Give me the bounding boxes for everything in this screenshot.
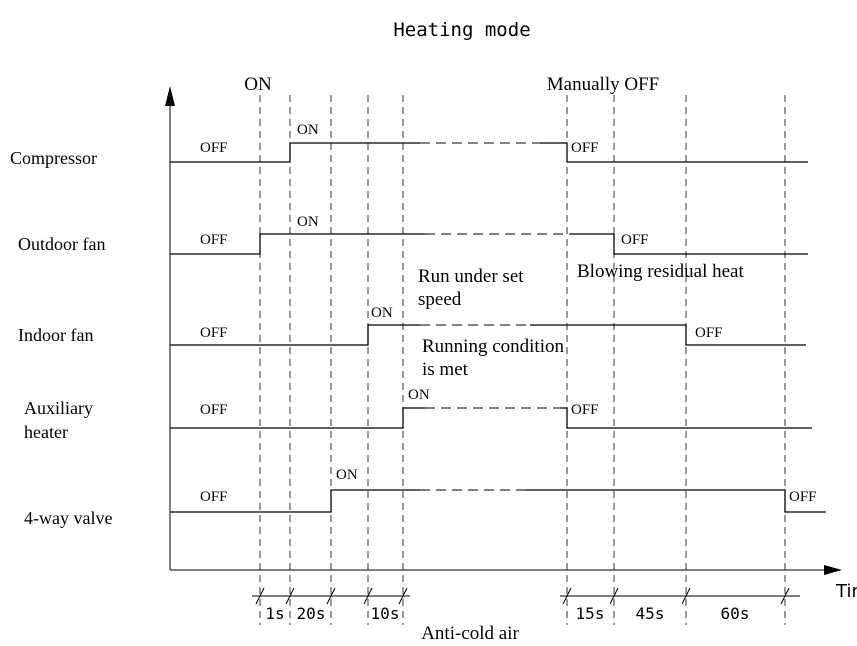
waveform (530, 324, 806, 346)
row-name: Auxiliary (24, 398, 93, 418)
waveform (170, 142, 420, 163)
interval-label: 20s (297, 604, 326, 623)
interval-label: 15s (576, 604, 605, 623)
axes (165, 86, 842, 575)
annotation: Run under set (418, 266, 524, 287)
interval-label: 45s (636, 604, 665, 623)
state-label: OFF (695, 325, 723, 341)
annotation: Blowing residual heat (577, 261, 744, 282)
row-name: Outdoor fan (18, 234, 105, 254)
interval-scale (252, 587, 800, 605)
state-label: ON (408, 387, 430, 403)
annotation: speed (418, 289, 462, 310)
state-label: OFF (200, 489, 228, 505)
annotation: is met (422, 359, 469, 380)
waveform (540, 142, 808, 163)
row-name: 4-way valve (24, 508, 112, 528)
interval-label: 10s (371, 604, 400, 623)
row-name: Compressor (10, 148, 97, 168)
state-label: OFF (200, 325, 228, 341)
interval-label: 1s (265, 604, 284, 623)
top-label: Manually OFF (547, 74, 659, 95)
state-label: OFF (571, 140, 599, 156)
row-name: heater (24, 422, 68, 442)
state-label: ON (371, 305, 393, 321)
state-label: OFF (621, 232, 649, 248)
waveform (170, 233, 425, 255)
waveform (570, 233, 808, 255)
waveform (170, 407, 425, 429)
interval-label: 60s (721, 604, 750, 623)
waveform (170, 324, 420, 346)
waveform (525, 489, 826, 513)
top-label: ON (244, 74, 272, 95)
title: Heating mode (393, 19, 530, 41)
axis-label: Time (835, 581, 857, 602)
row-name: Indoor fan (18, 325, 93, 345)
state-label: OFF (200, 140, 228, 156)
state-label: ON (297, 214, 319, 230)
state-label: OFF (789, 489, 817, 505)
state-label: OFF (200, 402, 228, 418)
waveform (170, 489, 420, 513)
state-label: OFF (571, 402, 599, 418)
state-label: ON (297, 122, 319, 138)
annotation: Running condition (422, 336, 564, 357)
waveform (560, 407, 812, 429)
state-label: ON (336, 467, 358, 483)
footnote: Anti-cold air (421, 623, 519, 644)
guide-lines (259, 95, 786, 625)
state-label: OFF (200, 232, 228, 248)
